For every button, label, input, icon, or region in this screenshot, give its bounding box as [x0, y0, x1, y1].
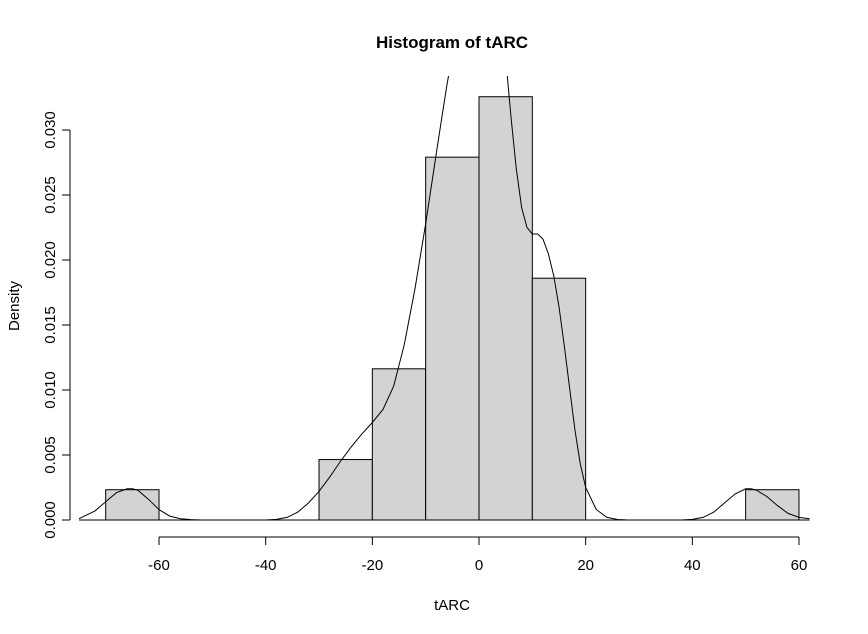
y-axis: 0.000 0.005 0.010 0.015 0.020 0.025 0.030	[42, 111, 71, 539]
x-axis: -60 -40 -20 0 20 40 60	[148, 536, 808, 574]
histogram-bar-5	[371, 368, 427, 521]
chart-title: Histogram of tARC	[376, 33, 528, 52]
x-axis-label: tARC	[434, 597, 470, 614]
x-tick-label-3: 0	[475, 557, 483, 574]
x-tick-label-1: -40	[255, 557, 277, 574]
x-tick-label-0: -60	[148, 557, 170, 574]
histogram-bar-8	[531, 277, 587, 521]
x-tick-label-5: 40	[684, 557, 701, 574]
y-tick-label-2: 0.010	[42, 371, 59, 409]
density-layer	[78, 76, 810, 520]
density-curve	[78, 76, 810, 520]
histogram-bar-12	[745, 489, 800, 521]
x-tick-label-4: 20	[577, 557, 594, 574]
y-tick-label-1: 0.005	[42, 436, 59, 474]
x-tick-label-6: 60	[791, 557, 808, 574]
y-tick-label-3: 0.015	[42, 306, 59, 344]
histogram-bars	[79, 96, 810, 521]
x-tick-label-2: -20	[361, 557, 383, 574]
y-axis-label: Density	[6, 280, 23, 331]
histogram-bar-4	[318, 459, 373, 521]
histogram-bar-7	[478, 96, 533, 521]
histogram-bar-0	[105, 489, 160, 521]
y-tick-label-5: 0.025	[42, 176, 59, 214]
y-tick-label-4: 0.020	[42, 241, 59, 279]
y-tick-label-0: 0.000	[42, 501, 59, 539]
y-tick-label-6: 0.030	[42, 111, 59, 149]
histogram-bar-6	[425, 156, 480, 521]
